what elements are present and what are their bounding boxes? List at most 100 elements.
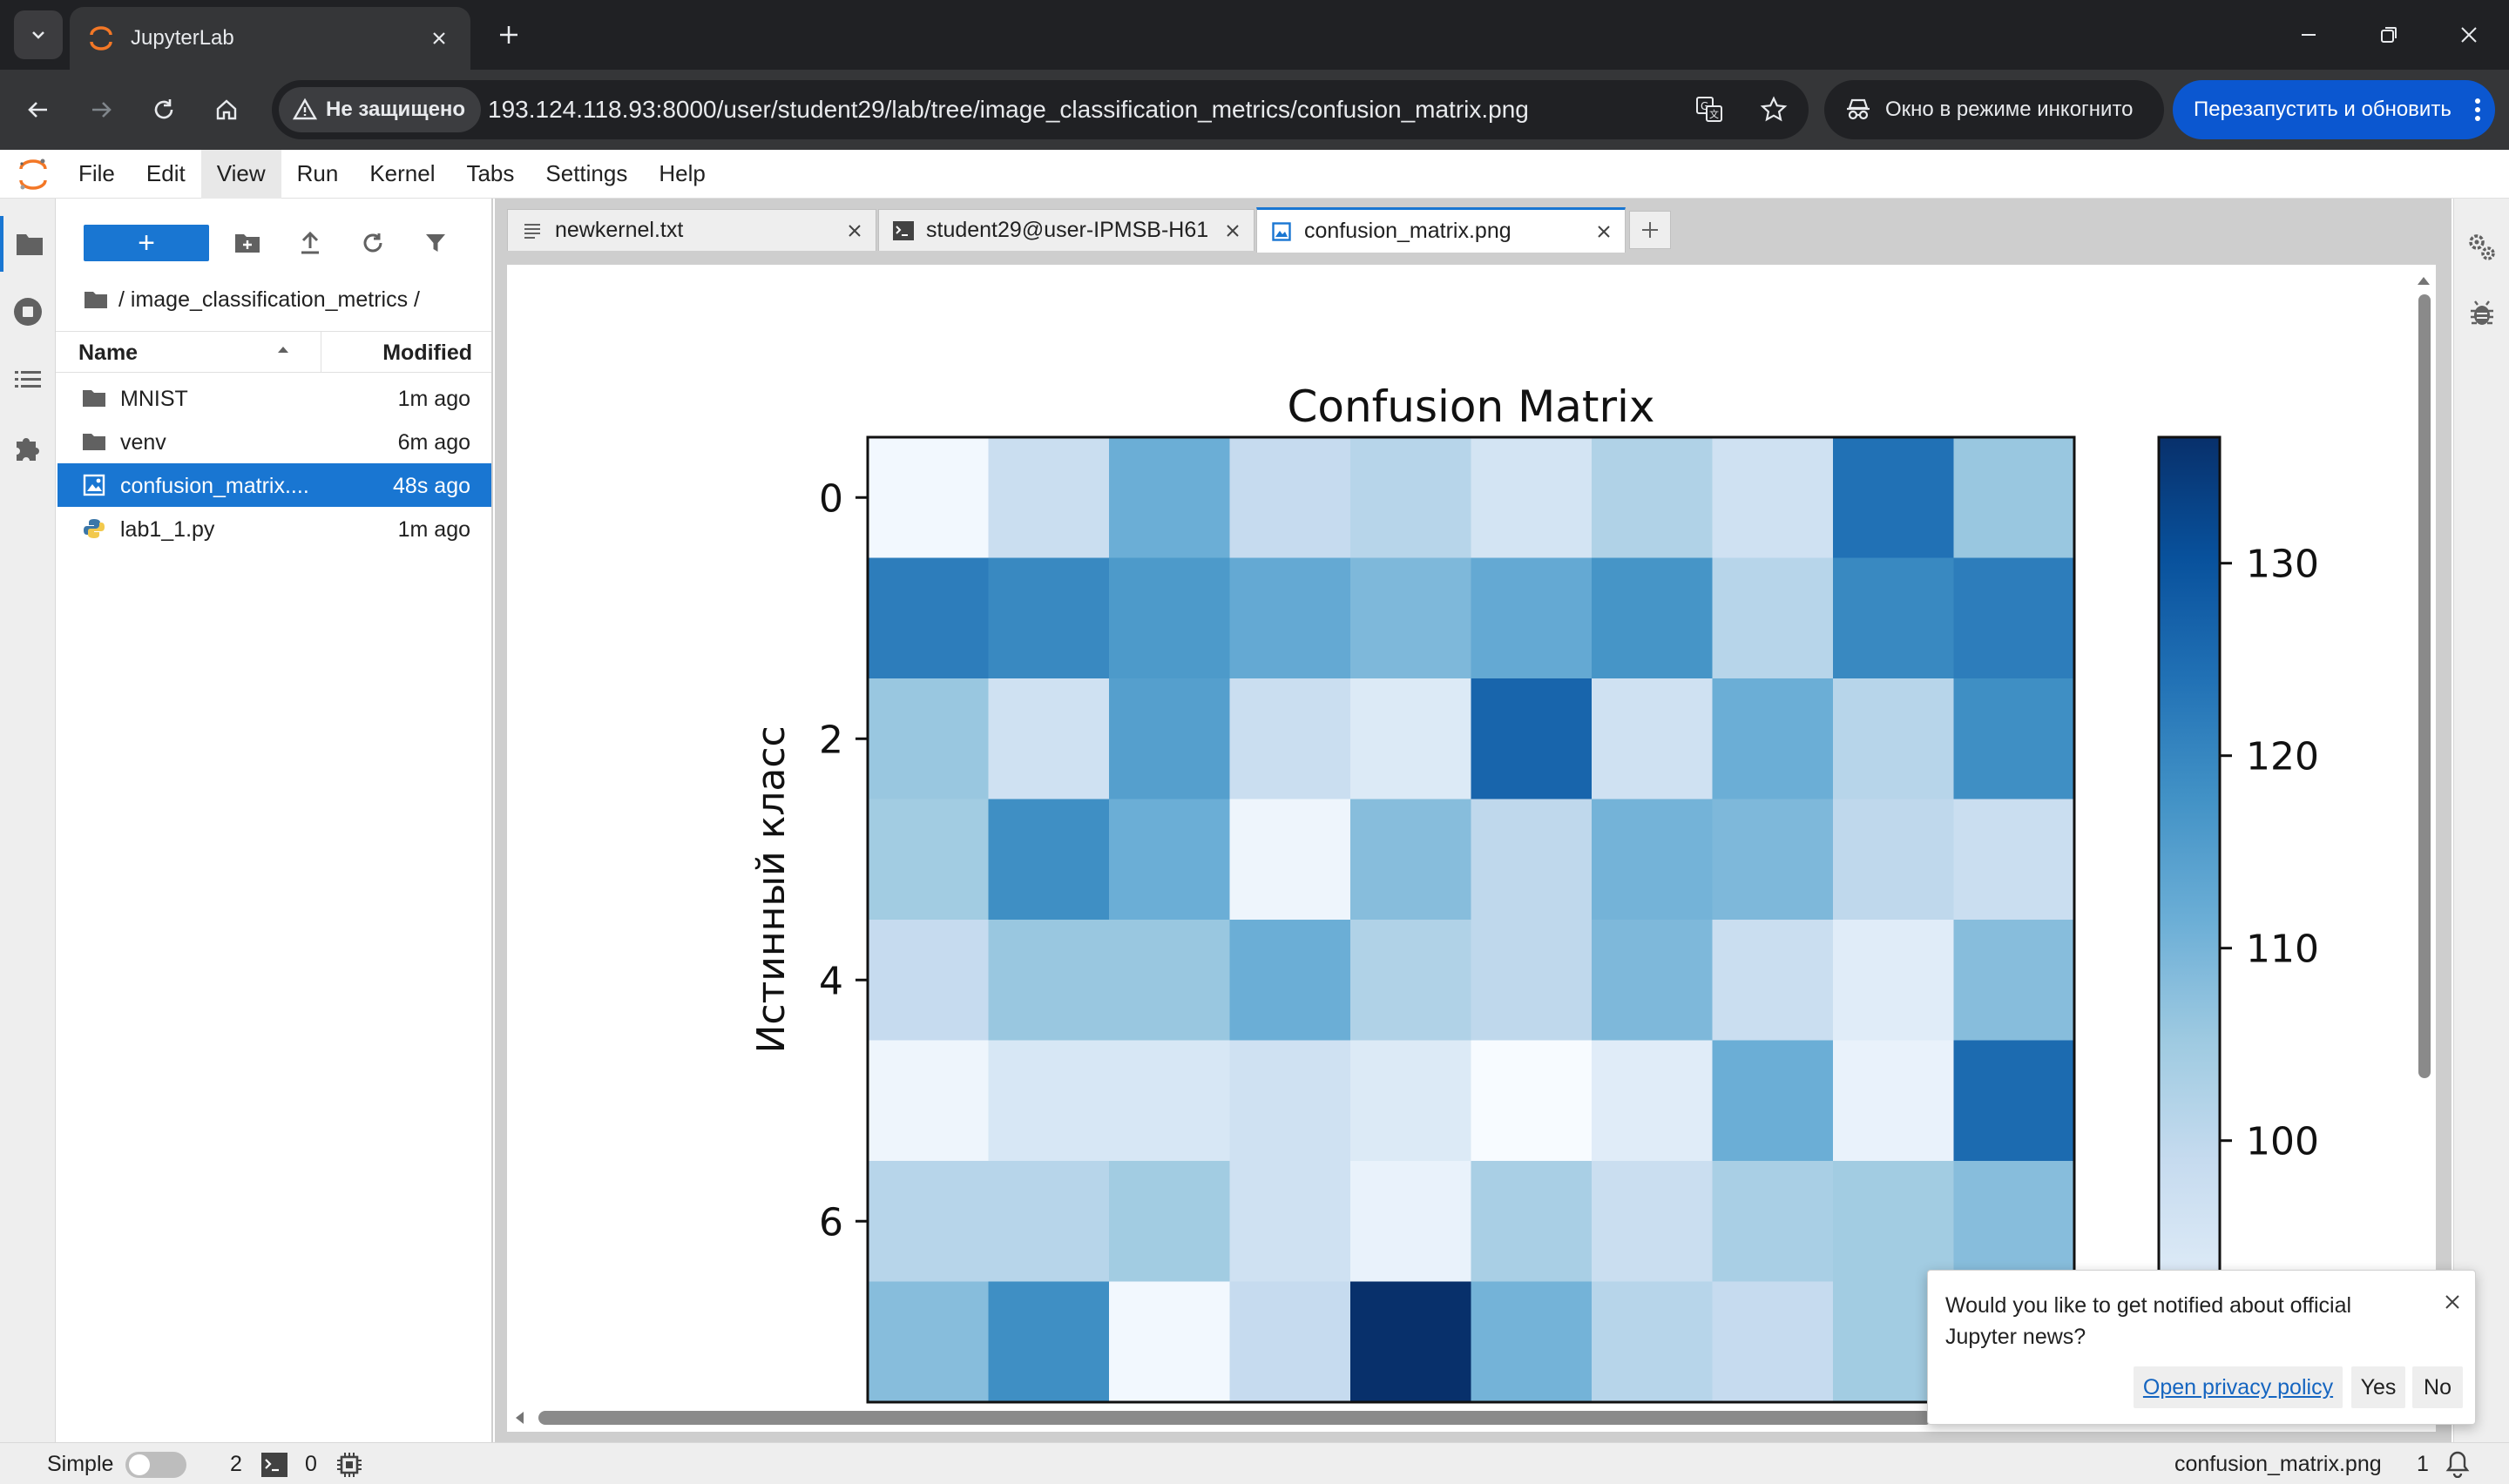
heatmap-cell bbox=[1350, 1040, 1472, 1162]
security-indicator[interactable]: Не защищено bbox=[279, 87, 482, 132]
no-button[interactable]: No bbox=[2412, 1366, 2463, 1408]
running-sessions-tab[interactable] bbox=[0, 284, 56, 340]
doc-tab-label: newkernel.txt bbox=[555, 218, 684, 242]
file-row-mnist[interactable]: MNIST 1m ago bbox=[57, 376, 491, 420]
image-file-icon bbox=[1272, 221, 1291, 241]
add-tab-button[interactable] bbox=[1629, 211, 1671, 249]
bookmark-button[interactable] bbox=[1755, 91, 1793, 129]
heatmap-cell bbox=[988, 437, 1110, 559]
menu-view[interactable]: View bbox=[200, 149, 281, 199]
menu-edit[interactable]: Edit bbox=[145, 160, 186, 186]
file-row-lab1-1-py[interactable]: lab1_1.py 1m ago bbox=[57, 507, 491, 550]
incognito-label: Окно в режиме инкогнито bbox=[1885, 98, 2134, 121]
doc-tab-newkernel[interactable]: newkernel.txt bbox=[507, 209, 876, 251]
new-folder-button[interactable] bbox=[227, 225, 268, 261]
status-bar: Simple 2 0 confusion_matrix.png 1 bbox=[0, 1442, 2509, 1484]
more-menu-button[interactable] bbox=[2460, 96, 2495, 124]
heatmap-cell bbox=[988, 920, 1110, 1042]
heatmap-cell bbox=[1833, 557, 1955, 679]
doc-tab-close-button[interactable] bbox=[1217, 215, 1248, 246]
folder-icon bbox=[85, 292, 107, 308]
browser-tab-close-button[interactable] bbox=[422, 21, 456, 56]
jupyter-logo-icon bbox=[12, 153, 54, 195]
heatmap-cell bbox=[1592, 437, 1714, 559]
column-name-header[interactable]: Name bbox=[78, 341, 139, 365]
scroll-up-arrow-icon[interactable] bbox=[2415, 273, 2432, 287]
debugger-tab[interactable] bbox=[2454, 286, 2509, 341]
heatmap-cell bbox=[1350, 437, 1472, 559]
doc-tab-terminal[interactable]: student29@user-IPMSB-H61 bbox=[878, 209, 1254, 251]
close-window-button[interactable] bbox=[2443, 14, 2495, 56]
horizontal-scroll-thumb[interactable] bbox=[538, 1411, 1932, 1425]
url-text[interactable]: 193.124.118.93:8000/user/student29/lab/t… bbox=[488, 96, 1529, 123]
restart-update-button[interactable]: Перезапустить и обновить bbox=[2173, 80, 2495, 139]
minimize-window-button[interactable] bbox=[2282, 14, 2335, 56]
upload-button[interactable] bbox=[289, 225, 331, 261]
folder-icon bbox=[83, 434, 105, 450]
terminals-count[interactable]: 2 bbox=[230, 1452, 242, 1476]
address-bar[interactable]: Не защищено 193.124.118.93:8000/user/stu… bbox=[272, 80, 1809, 139]
breadcrumb-path[interactable]: / image_classification_metrics / bbox=[118, 287, 420, 312]
translate-icon: G文 bbox=[1696, 97, 1722, 122]
vertical-scroll-thumb[interactable] bbox=[2418, 294, 2431, 1078]
menu-run[interactable]: Run bbox=[296, 160, 339, 186]
heatmap-cell bbox=[1592, 1040, 1714, 1162]
new-launcher-button[interactable]: + bbox=[84, 225, 209, 261]
column-modified-header[interactable]: Modified bbox=[382, 341, 472, 365]
doc-tab-label: confusion_matrix.png bbox=[1304, 219, 1511, 243]
vertical-scrollbar[interactable] bbox=[2415, 273, 2432, 1427]
close-icon bbox=[849, 224, 861, 237]
confusion-matrix-chart: Confusion Matrix 0 2 4 6 Истинный класс 100 110… bbox=[749, 381, 2319, 1404]
menu-help[interactable]: Help bbox=[659, 160, 706, 186]
bell-icon[interactable] bbox=[2445, 1450, 2471, 1478]
menu-file[interactable]: File bbox=[78, 160, 115, 186]
toast-close-button[interactable] bbox=[2435, 1285, 2470, 1319]
browser-tab-jupyterlab[interactable]: JupyterLab bbox=[70, 7, 470, 70]
heatmap-cell bbox=[1712, 1281, 1834, 1403]
heatmap-cell bbox=[1833, 1040, 1955, 1162]
simple-mode-toggle[interactable] bbox=[125, 1452, 186, 1478]
incognito-indicator[interactable]: Окно в режиме инкогнито bbox=[1824, 80, 2164, 139]
extension-manager-tab[interactable] bbox=[0, 420, 56, 476]
image-viewer[interactable]: Confusion Matrix 0 2 4 6 Истинный класс 100 110… bbox=[507, 265, 2436, 1432]
main-document-area: newkernel.txt student29@user-IPMSB-H61 c… bbox=[495, 199, 2452, 1442]
filter-button[interactable] bbox=[415, 225, 456, 261]
heatmap-cell bbox=[1953, 557, 2075, 679]
colorbar-tick-label: 100 bbox=[2246, 1120, 2319, 1164]
home-button[interactable] bbox=[204, 87, 249, 132]
simple-mode-label: Simple bbox=[47, 1452, 114, 1476]
reload-button[interactable] bbox=[141, 87, 186, 132]
file-row-confusion-matrix[interactable]: confusion_matrix.... 48s ago bbox=[57, 463, 491, 507]
kernel-chip-icon[interactable] bbox=[336, 1452, 362, 1478]
breadcrumb[interactable]: / image_classification_metrics / bbox=[84, 282, 420, 317]
notification-count[interactable]: 1 bbox=[2417, 1452, 2429, 1476]
menu-kernel[interactable]: Kernel bbox=[369, 160, 436, 186]
menu-settings[interactable]: Settings bbox=[545, 160, 628, 186]
kernels-count[interactable]: 0 bbox=[305, 1452, 317, 1476]
restore-window-button[interactable] bbox=[2363, 14, 2415, 56]
menu-tabs[interactable]: Tabs bbox=[466, 160, 515, 186]
back-button[interactable] bbox=[16, 87, 61, 132]
heatmap-cell bbox=[1109, 799, 1231, 921]
terminal-icon[interactable] bbox=[261, 1453, 287, 1477]
doc-tab-close-button[interactable] bbox=[839, 215, 870, 246]
refresh-button[interactable] bbox=[352, 225, 394, 261]
yes-button[interactable]: Yes bbox=[2351, 1366, 2405, 1408]
file-row-venv[interactable]: venv 6m ago bbox=[57, 420, 491, 463]
file-browser-tab[interactable] bbox=[0, 216, 56, 272]
sort-ascending-icon[interactable] bbox=[275, 342, 291, 358]
scroll-left-arrow-icon[interactable] bbox=[512, 1409, 526, 1427]
colorbar-tick-label: 120 bbox=[2246, 735, 2319, 779]
doc-tab-confusion-matrix[interactable]: confusion_matrix.png bbox=[1256, 207, 1626, 253]
doc-tab-close-button[interactable] bbox=[1588, 216, 1620, 247]
tab-search-button[interactable] bbox=[14, 10, 63, 59]
heatmap-cell bbox=[868, 437, 990, 559]
svg-text:G: G bbox=[1701, 100, 1708, 112]
forward-button[interactable] bbox=[78, 87, 124, 132]
new-browser-tab-button[interactable] bbox=[488, 14, 530, 56]
open-privacy-policy-button[interactable]: Open privacy policy bbox=[2134, 1366, 2343, 1408]
y-tick-label: 2 bbox=[819, 718, 843, 762]
property-inspector-tab[interactable] bbox=[2454, 219, 2509, 275]
table-of-contents-tab[interactable] bbox=[0, 352, 56, 408]
